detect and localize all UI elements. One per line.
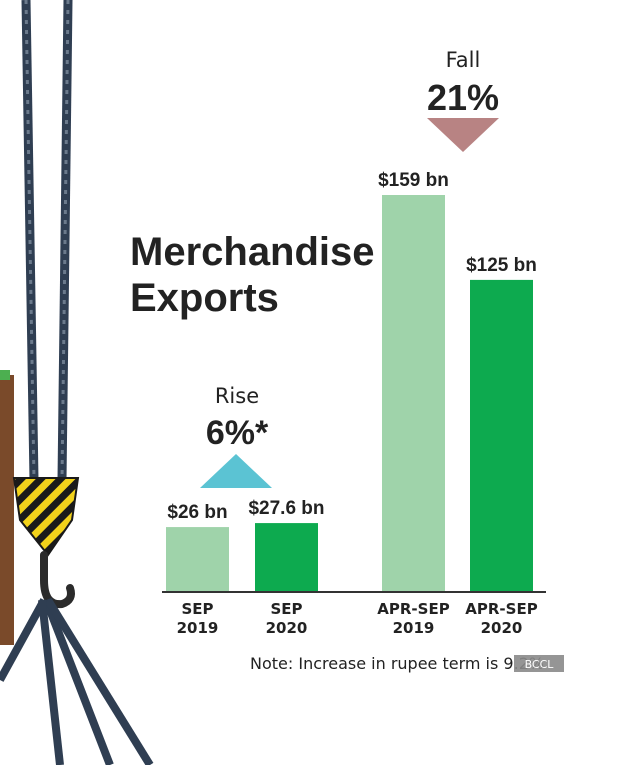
chart-title-line2: Exports bbox=[130, 276, 279, 320]
watermark-text: BCCL bbox=[525, 658, 555, 671]
chart-title-line1: Merchandise bbox=[130, 230, 375, 274]
value-label: $159 bn bbox=[378, 170, 449, 191]
bar-apr-sep-2019 bbox=[382, 195, 445, 592]
wooden-post bbox=[0, 375, 14, 645]
value-label: $125 bn bbox=[466, 255, 537, 276]
lower-rope-1 bbox=[0, 598, 48, 682]
value-label: $27.6 bn bbox=[248, 498, 324, 519]
rise-label: Rise bbox=[215, 384, 259, 408]
rise-annotation: Rise 6%* bbox=[200, 384, 272, 488]
rope-left-pattern bbox=[24, 0, 36, 481]
hook bbox=[40, 551, 75, 609]
value-label: $26 bn bbox=[167, 502, 227, 523]
lower-rope-2 bbox=[42, 598, 114, 765]
fall-value: 21% bbox=[427, 77, 499, 118]
category-label: 2019 bbox=[393, 619, 435, 637]
category-label: SEP bbox=[270, 600, 302, 618]
category-label: 2019 bbox=[177, 619, 219, 637]
category-label: 2020 bbox=[266, 619, 308, 637]
hook-block bbox=[12, 477, 80, 557]
lower-rope-4 bbox=[38, 599, 64, 765]
lower-rope-3 bbox=[44, 597, 154, 765]
fall-arrow-icon bbox=[427, 118, 499, 152]
bar-sep-2020 bbox=[255, 523, 318, 592]
post-top-grass bbox=[0, 370, 10, 380]
bar-apr-sep-2020 bbox=[470, 279, 533, 592]
rise-value: 6%* bbox=[206, 414, 269, 452]
category-label: APR-SEP bbox=[377, 600, 449, 618]
category-label: SEP bbox=[181, 600, 213, 618]
fall-annotation: Fall 21% bbox=[427, 48, 499, 152]
watermark-box bbox=[514, 655, 564, 672]
category-label: APR-SEP bbox=[465, 600, 537, 618]
bar-sep-2019 bbox=[166, 527, 229, 592]
rise-arrow-icon bbox=[200, 454, 272, 488]
category-label: 2020 bbox=[481, 619, 523, 637]
rope-right-pattern bbox=[60, 0, 70, 481]
crane-hook-illustration bbox=[0, 0, 154, 765]
footnote: Note: Increase in rupee term is 9.2% bbox=[250, 654, 544, 673]
fall-label: Fall bbox=[446, 48, 481, 72]
